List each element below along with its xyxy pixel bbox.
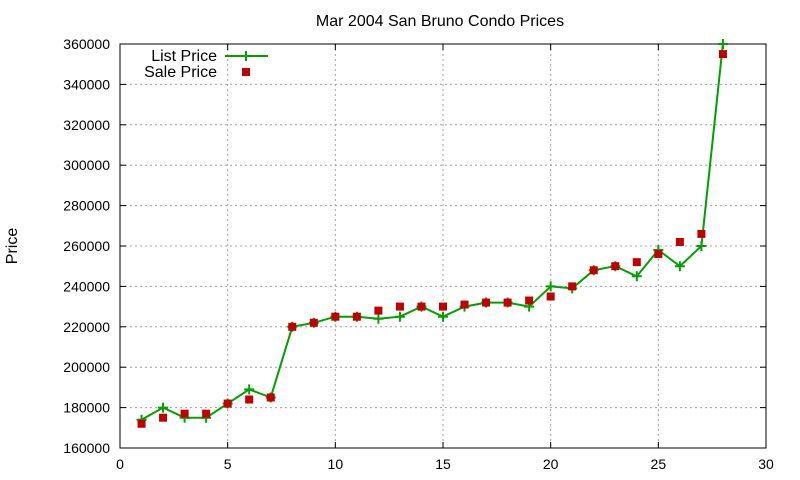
y-tick-label: 340000 (63, 76, 110, 92)
y-tick-label: 260000 (63, 238, 110, 254)
list-price-point (438, 311, 448, 322)
sale-price-point (374, 306, 383, 315)
sale-price-point (697, 229, 706, 238)
legend-label-sale-price: Sale Price (144, 64, 217, 81)
list-price-point (717, 39, 728, 49)
sale-price-point (309, 318, 318, 327)
y-tick-label: 220000 (63, 319, 110, 335)
sale-price-point (589, 266, 598, 275)
sale-price-point (245, 395, 254, 404)
list-price-point (674, 261, 685, 272)
list-price-point (158, 402, 169, 413)
y-tick-label: 160000 (63, 440, 110, 456)
sale-price-point (331, 312, 340, 321)
list-price-point (373, 313, 384, 324)
legend-label-list-price: List Price (151, 48, 217, 65)
sale-price-point (718, 50, 727, 59)
sale-price-point (546, 292, 555, 301)
sale-price-point (202, 409, 211, 418)
sale-price-point (137, 419, 146, 428)
legend-marker-list-price (241, 51, 251, 61)
y-tick-label: 200000 (63, 359, 110, 375)
sale-price-point (439, 302, 447, 311)
series-line-list-price (141, 43, 724, 421)
list-price-point (696, 241, 707, 251)
list-price-point (631, 271, 642, 282)
sale-price-point (611, 262, 620, 271)
sale-price-point (288, 322, 297, 331)
sale-price-point (654, 250, 663, 259)
y-tick-label: 180000 (63, 400, 110, 416)
sale-price-point (223, 399, 232, 408)
y-tick-label: 300000 (63, 157, 110, 173)
sale-price-point (503, 298, 512, 307)
y-tick-label: 240000 (63, 278, 110, 294)
sale-price-point (266, 393, 275, 402)
legend: List Price Sale Price (144, 48, 268, 81)
series-layer (136, 39, 728, 428)
list-price-point (394, 311, 405, 322)
sale-price-point (395, 302, 404, 311)
sale-price-point (159, 413, 168, 422)
ticks-layer: 160000 180000 200000 220000 240000 260000 2800… (63, 36, 774, 472)
list-price-point (244, 384, 255, 395)
sale-price-point (525, 296, 534, 305)
sale-price-point (460, 300, 469, 309)
sale-price-point (482, 298, 491, 307)
sale-price-point (675, 237, 684, 246)
y-tick-label: 280000 (63, 198, 110, 214)
sale-price-point (632, 258, 641, 267)
y-tick-label: 360000 (63, 36, 110, 52)
chart-title: Mar 2004 San Bruno Condo Prices (316, 13, 564, 30)
sale-price-point (180, 409, 189, 418)
x-tick-label: 10 (328, 456, 344, 472)
legend-marker-sale-price (242, 68, 250, 76)
x-tick-label: 30 (758, 456, 774, 472)
y-tick-label: 320000 (63, 117, 110, 133)
x-tick-label: 25 (651, 456, 667, 472)
x-tick-label: 0 (116, 456, 124, 472)
x-tick-label: 5 (224, 456, 232, 472)
sale-price-point (417, 302, 426, 311)
x-tick-label: 15 (435, 456, 451, 472)
x-tick-label: 20 (543, 456, 559, 472)
grid-layer (120, 44, 766, 448)
y-axis-label: Price (4, 228, 21, 265)
list-price-point (545, 281, 556, 292)
sale-price-point (568, 282, 577, 291)
sale-price-point (352, 312, 361, 321)
